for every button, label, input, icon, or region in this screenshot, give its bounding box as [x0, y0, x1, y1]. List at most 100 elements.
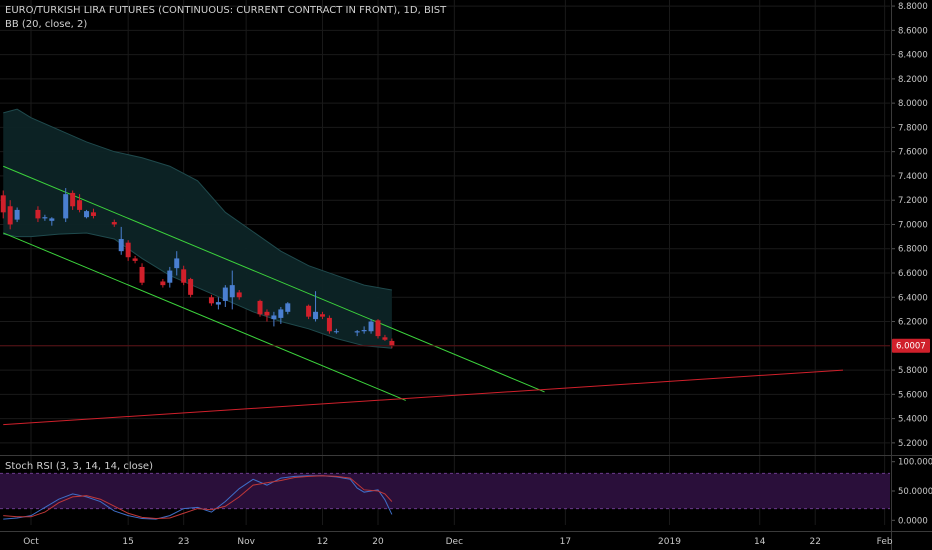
time-axis-label: 12	[317, 537, 328, 547]
candle[interactable]	[375, 319, 381, 339]
price-axis-label: 5.6000	[898, 390, 928, 400]
candle[interactable]	[368, 319, 374, 334]
time-axis-label: Feb	[877, 537, 893, 547]
candle-body	[7, 206, 13, 225]
candle[interactable]	[118, 226, 124, 255]
candle[interactable]	[70, 190, 76, 210]
time-axis-label: Dec	[446, 537, 463, 547]
time-axis[interactable]: Oct 15 23 Nov 12 20 Dec 17 2019 14 22 Feb	[23, 537, 893, 547]
candle[interactable]	[35, 206, 41, 223]
candle-body	[188, 279, 194, 295]
candle-body	[361, 330, 367, 332]
bb-fill	[3, 109, 392, 349]
candle[interactable]	[167, 266, 173, 288]
trendline-lower-channel[interactable]	[3, 232, 406, 401]
candle[interactable]	[90, 208, 96, 219]
time-axis-label: 22	[809, 537, 820, 547]
candle-body	[0, 195, 6, 213]
candle[interactable]	[257, 299, 263, 317]
candle[interactable]	[333, 328, 339, 334]
candle-body	[354, 331, 360, 333]
candle-body	[63, 194, 69, 219]
time-axis-label: 23	[178, 537, 189, 547]
candle[interactable]	[354, 330, 360, 337]
candle[interactable]	[306, 304, 312, 320]
candle[interactable]	[181, 265, 187, 286]
candle[interactable]	[319, 311, 325, 320]
candle[interactable]	[271, 311, 277, 327]
candle[interactable]	[132, 256, 138, 264]
candle-body	[326, 317, 332, 332]
candle-body	[118, 239, 124, 252]
candle-body	[160, 281, 166, 286]
price-axis-label: 8.4000	[898, 51, 928, 61]
candle[interactable]	[326, 315, 332, 334]
candle-body	[333, 331, 339, 333]
price-axis-label: 8.0000	[898, 99, 928, 109]
candle[interactable]	[188, 277, 194, 298]
price-axis-label: 5.2000	[898, 439, 928, 449]
stoch-rsi-band	[0, 473, 890, 509]
bb-upper-line	[3, 108, 392, 291]
candle[interactable]	[111, 219, 117, 227]
candle-body	[181, 269, 187, 283]
candle[interactable]	[14, 207, 20, 223]
candle-body	[167, 270, 173, 283]
price-axis-label: 6.8000	[898, 245, 928, 255]
price-axis-label: 8.8000	[898, 2, 928, 12]
candle[interactable]	[49, 217, 55, 226]
candle-body	[229, 285, 235, 298]
candle[interactable]	[222, 285, 228, 307]
bb-legend[interactable]: BB (20, close, 2)	[5, 19, 88, 30]
stoch-rsi-axis-label: 0.0000	[898, 516, 928, 526]
candle[interactable]	[215, 297, 221, 310]
price-axis-label: 8.6000	[898, 26, 928, 36]
price-axis-label: 5.8000	[898, 366, 928, 376]
last-price-tag: 6.0007	[892, 338, 930, 353]
time-axis-label: 20	[372, 537, 384, 547]
candle-body	[49, 218, 55, 221]
price-axis-label: 6.6000	[898, 269, 928, 279]
candle-body	[42, 217, 48, 219]
candle[interactable]	[389, 338, 395, 349]
candle-body	[90, 212, 96, 216]
candle-body	[174, 258, 180, 269]
candle[interactable]	[236, 289, 242, 300]
candle[interactable]	[77, 194, 83, 213]
candle[interactable]	[382, 334, 388, 341]
candle[interactable]	[7, 200, 13, 230]
candle-body	[77, 200, 83, 210]
candle[interactable]	[42, 214, 48, 221]
candle-body	[215, 302, 221, 305]
candles[interactable]	[0, 188, 890, 349]
candle[interactable]	[285, 302, 291, 315]
trendline-upper-channel[interactable]	[3, 165, 545, 393]
trendline-support[interactable]	[3, 369, 844, 426]
price-axis-label: 7.6000	[898, 148, 928, 158]
candle-body	[257, 300, 263, 315]
candle[interactable]	[63, 188, 69, 223]
candle[interactable]	[229, 270, 235, 310]
candle-body	[125, 242, 131, 258]
candle-body	[236, 292, 242, 298]
candle[interactable]	[278, 306, 284, 324]
candle[interactable]	[313, 291, 319, 322]
candle[interactable]	[0, 190, 6, 219]
candle[interactable]	[361, 326, 367, 334]
candle[interactable]	[208, 294, 214, 306]
candle[interactable]	[125, 240, 131, 261]
trendlines[interactable]	[3, 165, 844, 426]
candle[interactable]	[174, 251, 180, 276]
candle-body	[14, 209, 20, 220]
price-axis[interactable]: 8.8000 8.6000 8.4000 8.2000 8.0000 7.8000 7.60…	[892, 2, 932, 526]
candle[interactable]	[84, 209, 90, 219]
stoch-rsi-legend[interactable]: Stoch RSI (3, 3, 14, 14, close)	[5, 461, 153, 472]
candle[interactable]	[160, 279, 166, 288]
symbol-title: EURO/TURKISH LIRA FUTURES (CONTINUOUS: C…	[5, 5, 447, 16]
candle[interactable]	[139, 263, 145, 286]
candle[interactable]	[264, 309, 270, 322]
time-axis-label: Oct	[23, 537, 39, 547]
candle-body	[313, 311, 319, 320]
